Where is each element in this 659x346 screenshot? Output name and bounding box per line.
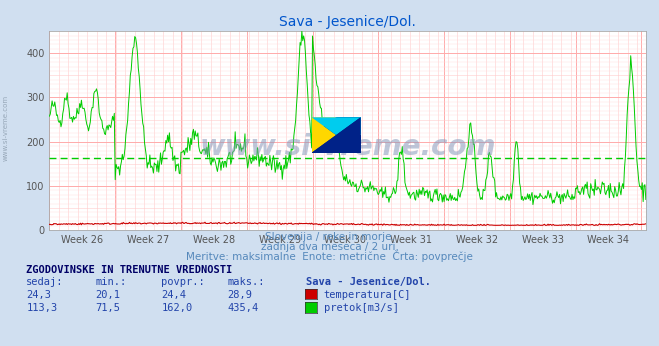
Text: povpr.:: povpr.: <box>161 277 205 288</box>
Text: maks.:: maks.: <box>227 277 265 288</box>
Text: pretok[m3/s]: pretok[m3/s] <box>324 303 399 313</box>
Polygon shape <box>312 117 360 135</box>
Polygon shape <box>312 135 360 153</box>
Text: 24,3: 24,3 <box>26 290 51 300</box>
Polygon shape <box>312 135 360 153</box>
Text: ZGODOVINSKE IN TRENUTNE VREDNOSTI: ZGODOVINSKE IN TRENUTNE VREDNOSTI <box>26 265 233 275</box>
Text: www.si-vreme.com: www.si-vreme.com <box>2 95 9 161</box>
Text: temperatura[C]: temperatura[C] <box>324 290 411 300</box>
Text: Meritve: maksimalne  Enote: metrične  Črta: povprečje: Meritve: maksimalne Enote: metrične Črta… <box>186 249 473 262</box>
Polygon shape <box>312 117 360 135</box>
Title: Sava - Jesenice/Dol.: Sava - Jesenice/Dol. <box>279 15 416 29</box>
Text: min.:: min.: <box>96 277 127 288</box>
Text: sedaj:: sedaj: <box>26 277 64 288</box>
Text: 24,4: 24,4 <box>161 290 186 300</box>
Polygon shape <box>312 117 336 153</box>
Text: Sava - Jesenice/Dol.: Sava - Jesenice/Dol. <box>306 277 432 288</box>
Text: www.si-vreme.com: www.si-vreme.com <box>200 133 496 161</box>
Text: 20,1: 20,1 <box>96 290 121 300</box>
Text: Slovenija / reke in morje.: Slovenija / reke in morje. <box>264 233 395 243</box>
Text: 71,5: 71,5 <box>96 303 121 313</box>
Text: 162,0: 162,0 <box>161 303 192 313</box>
Text: 28,9: 28,9 <box>227 290 252 300</box>
Text: 113,3: 113,3 <box>26 303 57 313</box>
Polygon shape <box>312 117 360 153</box>
Polygon shape <box>336 117 360 135</box>
Text: zadnja dva meseca / 2 uri.: zadnja dva meseca / 2 uri. <box>260 242 399 252</box>
Polygon shape <box>336 117 360 153</box>
Text: 435,4: 435,4 <box>227 303 258 313</box>
